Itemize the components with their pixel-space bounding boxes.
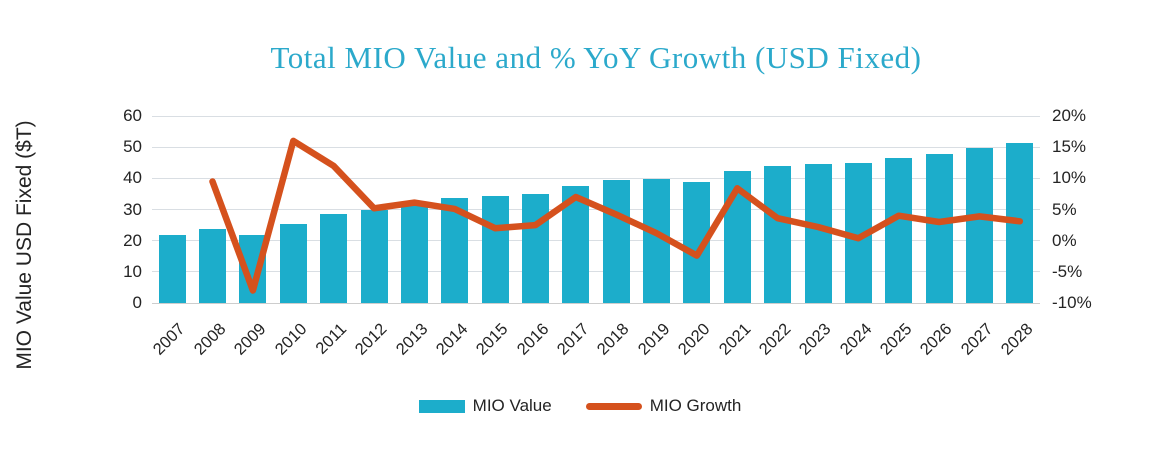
right-axis-tick-label: -5%	[1052, 261, 1083, 281]
left-axis-tick-label: 60	[123, 106, 142, 125]
right-axis-tick-label: 10%	[1052, 168, 1087, 188]
x-axis-label: 2021	[715, 320, 755, 359]
x-axis-label: 2018	[594, 320, 633, 359]
x-axis-label: 2022	[755, 320, 795, 359]
x-axis-label: 2026	[917, 320, 956, 359]
x-axis-label: 2014	[432, 320, 472, 359]
bar	[481, 195, 509, 303]
x-axis-label: 2011	[312, 320, 351, 358]
x-axis-label: 2020	[674, 320, 714, 359]
right-axis-tick-label: -10%	[1052, 293, 1092, 312]
left-axis-tick-label: 0	[132, 293, 142, 312]
bar	[279, 223, 307, 303]
chart-title: Total MIO Value and % YoY Growth (USD Fi…	[270, 40, 922, 75]
gridline	[152, 146, 1040, 148]
legend-item-mio-value: MIO Value	[418, 396, 552, 416]
x-axis-label: 2027	[957, 320, 997, 359]
left-axis-tick-label: 20	[123, 230, 142, 250]
x-axis-label: 2012	[352, 320, 391, 359]
bar	[885, 158, 913, 303]
x-axis-label: 2023	[796, 320, 835, 359]
x-axis-label: 2028	[997, 320, 1037, 359]
x-axis-label: 2017	[553, 320, 593, 359]
x-axis-label: 2019	[634, 320, 674, 359]
x-axis-label: 2009	[230, 320, 270, 359]
y-axis-title: MIO Value USD Fixed ($T)	[13, 120, 36, 370]
x-axis-label: 2015	[473, 320, 512, 359]
bar	[764, 166, 792, 303]
bar	[158, 235, 186, 303]
growth-line-svg	[209, 137, 1024, 294]
x-axis-label: 2016	[513, 320, 553, 359]
right-axis-tick-label: 20%	[1052, 106, 1087, 125]
legend: MIO Value MIO Growth	[0, 396, 1160, 416]
gridline	[152, 209, 1040, 210]
right-axis-tick-label: 15%	[1052, 137, 1087, 157]
bar	[804, 163, 832, 303]
gridline	[152, 177, 1040, 179]
bar-series-swatch	[418, 399, 465, 413]
bar	[925, 154, 953, 303]
bar	[320, 214, 348, 303]
gridline	[152, 240, 1040, 242]
bar	[199, 228, 227, 303]
gridline	[152, 271, 1040, 273]
x-axis-label: 2013	[392, 320, 432, 359]
left-axis-tick-label: 30	[123, 199, 142, 219]
legend-item-mio-growth: MIO Growth	[585, 396, 742, 416]
legend-label-mio-growth: MIO Growth	[649, 396, 742, 415]
plot-area	[152, 115, 1040, 304]
gridline	[152, 115, 1040, 117]
bar	[360, 209, 388, 303]
x-axis: 2007 2008 2009 2010 2011 2012 2013 2014 2015 2016…	[150, 320, 1040, 380]
legend-label-mio-value: MIO Value	[472, 396, 552, 415]
x-axis-label: 2008	[190, 320, 230, 359]
baseline	[152, 302, 1040, 304]
bar	[965, 148, 993, 303]
bar	[521, 193, 549, 303]
left-axis-tick-label: 40	[123, 168, 142, 188]
line-series-swatch	[585, 402, 642, 410]
bar	[400, 202, 428, 303]
left-axis-tick-label: 10	[123, 261, 142, 281]
x-axis-label: 2024	[836, 320, 876, 359]
x-axis-label: 2010	[271, 320, 311, 359]
right-axis-tick-label: 5%	[1052, 199, 1077, 219]
bar	[602, 180, 630, 303]
x-axis-label: 2007	[150, 320, 189, 359]
x-axis-label: 2025	[876, 320, 916, 359]
left-axis-tick-label: 50	[123, 137, 142, 157]
growth-line	[209, 137, 1024, 294]
right-axis-tick-label: 0%	[1052, 230, 1077, 250]
